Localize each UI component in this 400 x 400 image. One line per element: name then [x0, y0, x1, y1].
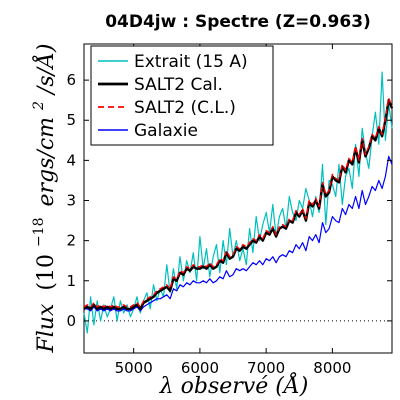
y-label-units: ergs/cm: [34, 117, 59, 207]
y-tick-label: 2: [66, 232, 76, 250]
y-tick-label: 0: [66, 312, 76, 330]
series-line-3: [83, 97, 393, 308]
axis-ticks: 5000 6000 7000 8000 0 1 2 3 4 5 6: [66, 44, 392, 377]
legend-box: [90, 45, 274, 146]
y-label-exponent: −18: [31, 218, 47, 248]
y-tick-label: 4: [66, 151, 76, 169]
legend-label: Galaxie: [134, 121, 198, 141]
y-tick-label: 3: [66, 192, 76, 210]
x-tick-label: 5000: [115, 359, 153, 377]
y-axis-label: Flux (10 −18 ergs/cm 2 /s/Å): [24, 43, 59, 353]
y-label-units-exp: 2: [31, 101, 47, 111]
y-tick-label: 1: [66, 272, 76, 290]
x-tick-label: 6000: [181, 359, 219, 377]
x-tick-label: 8000: [313, 359, 351, 377]
series-lines: [83, 71, 394, 334]
y-label-units-tail: /s/Å): [31, 43, 59, 96]
legend: Extrait (15 A) SALT2 Cal. SALT2 (C.L.) Gala…: [90, 45, 274, 146]
y-tick-label: 6: [66, 71, 76, 89]
svg-text:Flux (10 −18: Flux (10 −18 ergs/cm 2 /s/Å): [24, 43, 59, 353]
chart-title: 04D4jw : Spectre (Z=0.963): [105, 12, 371, 32]
legend-label: Extrait (15 A): [134, 52, 248, 72]
x-axis-label: λ observé (Å): [159, 371, 309, 399]
y-label-main: Flux: [34, 303, 59, 353]
x-tick-label: 7000: [247, 359, 285, 377]
y-tick-label: 5: [66, 111, 76, 129]
legend-label: SALT2 Cal.: [134, 75, 223, 95]
y-label-paren-open: (10: [34, 254, 59, 291]
legend-label: SALT2 (C.L.): [134, 98, 236, 118]
series-line-4: [84, 155, 393, 312]
